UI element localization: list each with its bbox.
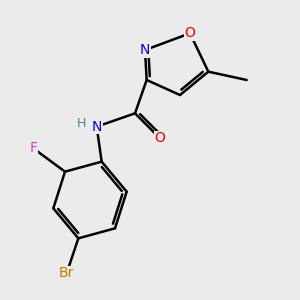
Text: O: O [154,131,165,145]
Text: N: N [92,120,102,134]
Text: O: O [184,26,195,40]
Text: H: H [77,117,86,130]
Text: Br: Br [59,266,74,280]
Text: F: F [29,141,37,155]
Text: N: N [140,43,150,57]
